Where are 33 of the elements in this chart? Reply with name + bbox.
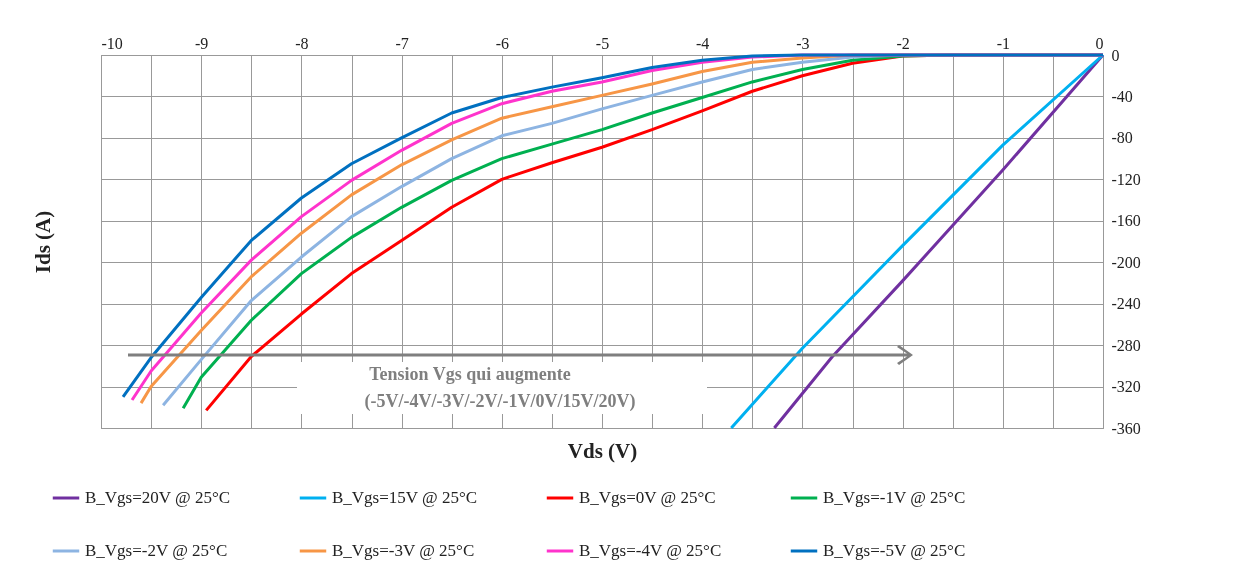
annotation: (-5V/-4V/-3V/-2V/-1V/0V/15V/20V)	[364, 391, 636, 412]
x-tick-label: -4	[696, 34, 710, 52]
x-tick-label: -3	[796, 34, 810, 52]
x-tick-label: -6	[495, 34, 509, 52]
legend-label: B_Vgs=15V @ 25°C	[332, 488, 478, 507]
y-tick-label: -360	[1111, 419, 1141, 437]
y-tick-label: -240	[1111, 295, 1141, 313]
y-tick-label: -320	[1111, 378, 1141, 396]
legend-label: B_Vgs=-1V @ 25°C	[823, 488, 966, 507]
x-axis-title: Vds (V)	[567, 438, 638, 463]
x-tick-label: -7	[395, 34, 409, 52]
y-tick-label: -200	[1111, 253, 1141, 271]
x-tick-label: -2	[896, 34, 910, 52]
y-tick-label: -80	[1111, 129, 1133, 147]
legend-label: B_Vgs=20V @ 25°C	[85, 488, 231, 507]
x-tick-label: -10	[101, 34, 123, 52]
y-tick-label: -40	[1111, 87, 1133, 105]
y-axis-title: Ids (A)	[30, 210, 55, 274]
legend-label: B_Vgs=-5V @ 25°C	[823, 541, 966, 560]
x-tick-label: -8	[295, 34, 309, 52]
x-tick-label: -9	[195, 34, 209, 52]
x-tick-label: -5	[595, 34, 610, 52]
y-tick-label: -280	[1111, 336, 1141, 354]
legend-label: B_Vgs=-4V @ 25°C	[579, 541, 722, 560]
y-tick-label: -120	[1111, 170, 1141, 188]
y-tick-label: -160	[1111, 212, 1141, 230]
legend-label: B_Vgs=-2V @ 25°C	[85, 541, 228, 560]
legend-label: B_Vgs=-3V @ 25°C	[332, 541, 475, 560]
x-tick-label: -1	[996, 34, 1010, 52]
y-tick-label: 0	[1111, 46, 1120, 64]
annotation: Tension Vgs qui augmente	[369, 364, 571, 384]
x-tick-label: 0	[1095, 34, 1104, 52]
legend-label: B_Vgs=0V @ 25°C	[579, 488, 716, 507]
